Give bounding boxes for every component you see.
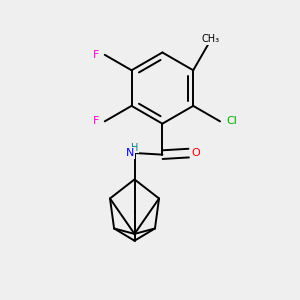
Text: F: F bbox=[93, 116, 99, 126]
Text: N: N bbox=[126, 148, 134, 158]
Text: CH₃: CH₃ bbox=[201, 34, 219, 44]
Text: Cl: Cl bbox=[226, 116, 237, 126]
Text: F: F bbox=[93, 50, 99, 60]
Text: H: H bbox=[131, 142, 138, 152]
Text: O: O bbox=[191, 148, 200, 158]
